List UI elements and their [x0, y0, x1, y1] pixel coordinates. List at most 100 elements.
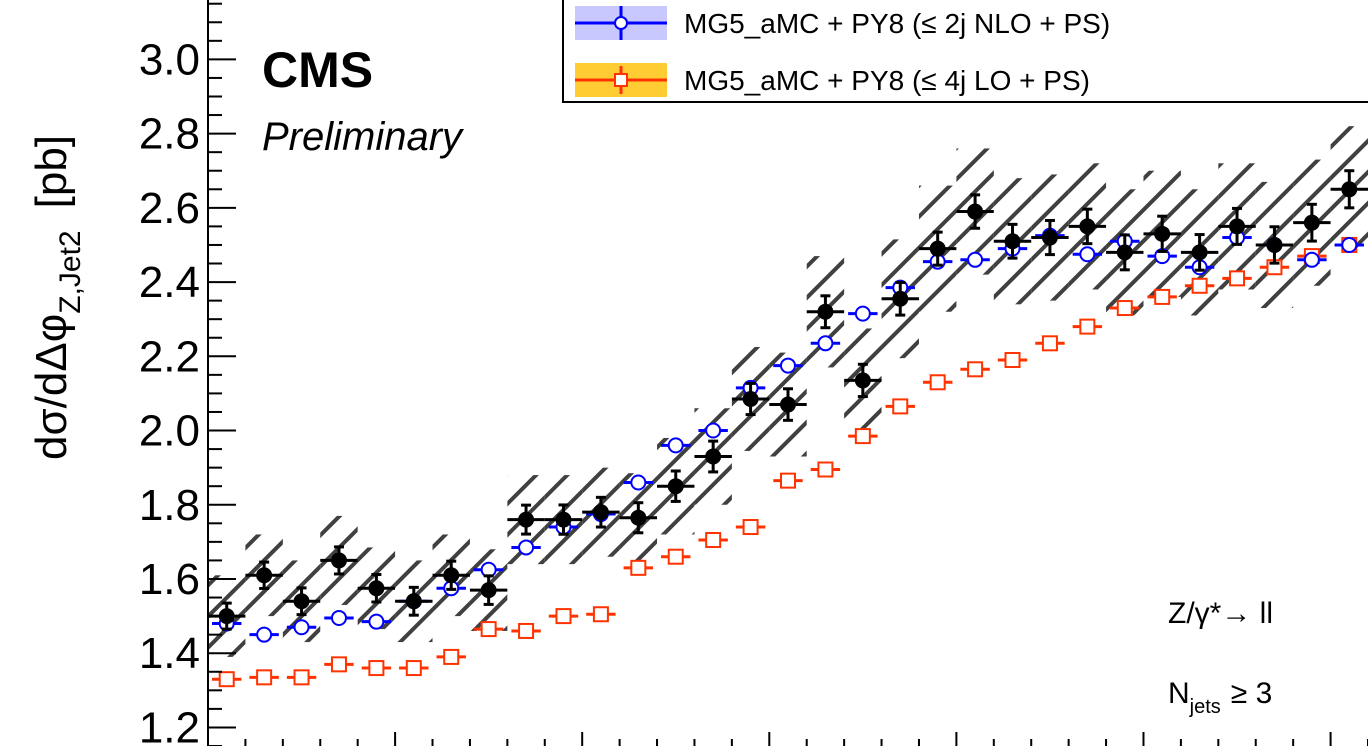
data-point: [929, 240, 946, 257]
lo-point: [967, 361, 984, 378]
lo-point: [1116, 300, 1133, 317]
series-lo: [212, 236, 1364, 688]
lo-point: [780, 472, 796, 489]
svg-text:dσ/dΔφZ,Jet2[pb]: dσ/dΔφZ,Jet2 [pb]: [27, 135, 87, 460]
lo-point: [293, 669, 310, 686]
lo-point: [1229, 270, 1246, 287]
data-point: [1229, 218, 1246, 235]
nlo-point: [330, 609, 347, 626]
lo-point: [817, 461, 834, 478]
lo-point: [667, 548, 684, 565]
data-point: [218, 608, 235, 625]
nlo-point: [967, 251, 984, 268]
lo-point: [1041, 335, 1058, 352]
data-point: [892, 290, 909, 307]
lo-point: [630, 559, 647, 576]
njets-label: Njets ≥ 3: [1168, 677, 1272, 718]
legend-nlo-label: MG5_aMC + PY8 (≤ 2j NLO + PS): [684, 8, 1110, 39]
data-point: [705, 448, 722, 465]
lo-point: [854, 428, 871, 445]
legend: MG5_aMC + PY8 (≤ 2j NLO + PS) MG5_aMC + …: [562, 0, 1368, 103]
njets-suffix: ≥ 3: [1231, 677, 1272, 710]
data-point: [1116, 244, 1133, 261]
data-point: [1191, 244, 1208, 261]
data-point: [780, 396, 796, 413]
data-point: [1004, 233, 1021, 250]
nlo-point: [293, 619, 310, 636]
data-point: [555, 511, 572, 528]
nlo-point: [630, 474, 647, 491]
cms-label: CMS: [262, 42, 373, 98]
data-point: [518, 511, 535, 528]
data-point: [293, 593, 310, 610]
y-ticks: 1.2 1.4 1.6 1.8 2.0 2.2 2.4 2.6 2.8 3.0: [139, 2, 236, 746]
y-tick-label: 3.0: [139, 35, 200, 84]
lo-point: [218, 671, 235, 688]
legend-entry-nlo: MG5_aMC + PY8 (≤ 2j NLO + PS): [575, 6, 1110, 40]
data-point: [368, 580, 385, 597]
data-point: [630, 509, 647, 526]
y-tick-label: 1.6: [139, 555, 200, 604]
y-tick-label: 1.4: [139, 629, 200, 678]
x-ticks: [207, 732, 1368, 746]
data-point: [443, 567, 460, 584]
data-point: [480, 582, 497, 599]
data-point: [817, 303, 834, 320]
lo-point: [1154, 288, 1171, 305]
legend-lo-label: MG5_aMC + PY8 (≤ 4j LO + PS): [684, 65, 1090, 96]
y-axis-label: dσ/dΔφ: [27, 314, 76, 460]
data-point: [1341, 181, 1358, 198]
data-point: [592, 504, 609, 521]
lo-point: [1079, 318, 1096, 335]
lo-point: [368, 660, 385, 677]
data-point: [1266, 236, 1283, 253]
y-tick-label: 1.2: [139, 703, 200, 746]
lo-point: [892, 398, 909, 415]
legend-entry-lo: MG5_aMC + PY8 (≤ 4j LO + PS): [575, 63, 1090, 97]
lo-point: [256, 669, 273, 686]
nlo-point: [1303, 251, 1320, 268]
legend-nlo-marker: [614, 16, 628, 30]
process-label: Z/γ*→ ll: [1168, 597, 1273, 630]
y-axis-title: dσ/dΔφZ,Jet2 [pb]: [27, 135, 87, 460]
nlo-point: [705, 422, 722, 439]
legend-box: [562, 0, 1368, 103]
lo-point: [330, 656, 347, 673]
y-tick-label: 2.6: [139, 184, 200, 233]
y-tick-label: 2.2: [139, 332, 200, 381]
lo-point: [742, 519, 759, 536]
njets-sub: jets: [1189, 696, 1221, 718]
nlo-point: [667, 437, 684, 454]
legend-lo-marker: [614, 73, 628, 87]
lo-point: [1004, 352, 1021, 369]
nlo-point: [1341, 236, 1358, 253]
data-point: [1303, 214, 1320, 231]
njets-main: N: [1168, 677, 1190, 710]
data-point: [1079, 218, 1096, 235]
nlo-point: [817, 335, 834, 352]
nlo-point: [368, 613, 385, 630]
lo-point: [1191, 277, 1208, 294]
lo-point: [929, 374, 946, 391]
data-point: [405, 593, 422, 610]
lo-point: [592, 606, 609, 623]
y-tick-label: 2.0: [139, 407, 200, 456]
nlo-point: [256, 626, 273, 643]
data-point: [742, 390, 759, 407]
series-data: [208, 169, 1368, 631]
lo-point: [555, 608, 572, 625]
data-point: [967, 203, 984, 220]
nlo-point: [1079, 246, 1096, 263]
data-point: [256, 567, 273, 584]
nlo-point: [780, 357, 796, 374]
lo-point: [518, 622, 535, 639]
y-axis-label-sub: Z,Jet2: [54, 230, 87, 313]
data-point: [330, 552, 347, 569]
data-point: [1154, 225, 1171, 242]
data-point: [854, 372, 871, 389]
lo-point: [480, 621, 497, 638]
data-point: [1041, 229, 1058, 246]
data-point: [667, 478, 684, 495]
lo-point: [443, 648, 460, 665]
